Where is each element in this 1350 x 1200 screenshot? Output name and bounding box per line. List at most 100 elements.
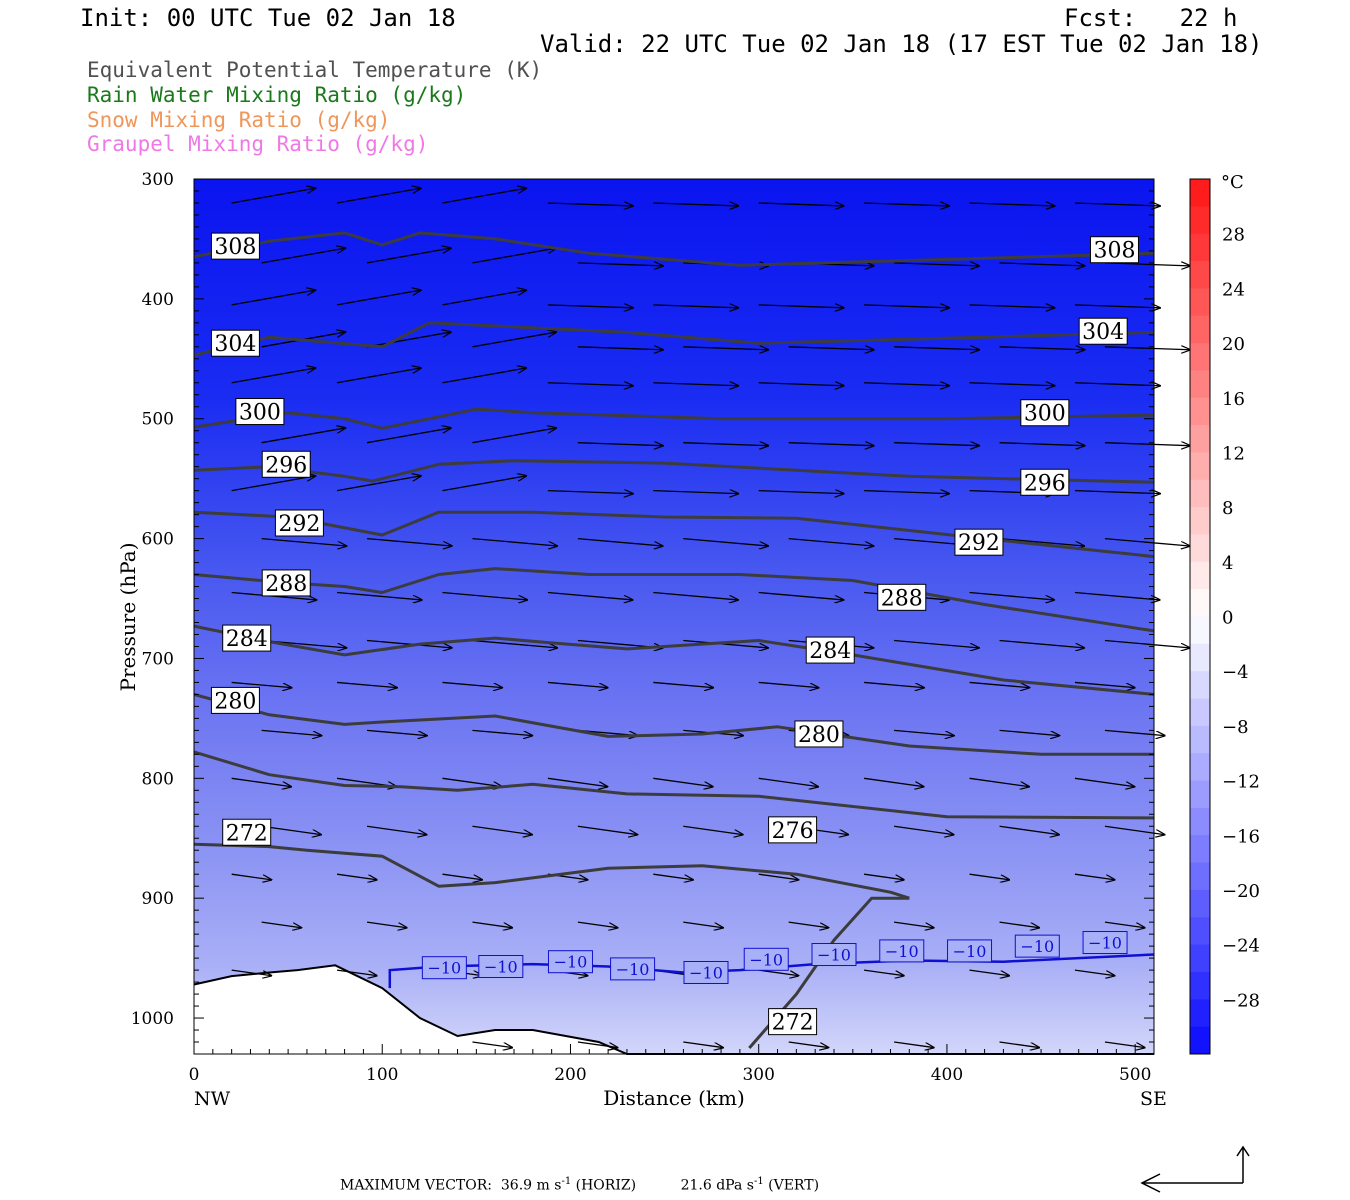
- wind-vector: [864, 305, 949, 308]
- wind-vector: [442, 476, 526, 492]
- wind-vector: [442, 873, 482, 880]
- wind-vector: [864, 203, 949, 206]
- theta-e-label: 280: [214, 689, 256, 714]
- theta-e-contour-276: [193, 750, 1155, 820]
- wind-vector: [577, 263, 663, 266]
- isotherm-label: −10: [689, 963, 723, 982]
- x-tick-label: 100: [366, 1065, 398, 1085]
- colorbar-swatch: [1190, 534, 1210, 563]
- colorbar-swatch: [1190, 425, 1210, 453]
- colorbar-swatch: [1190, 233, 1210, 262]
- colorbar-tick-label: 28: [1222, 225, 1245, 246]
- plot-background: [194, 179, 1154, 1054]
- wind-vector: [336, 290, 421, 306]
- isotherm-label: −10: [427, 959, 461, 978]
- wind-vector: [337, 681, 397, 687]
- x-axis-label: Distance (km): [603, 1086, 745, 1110]
- wind-vector: [894, 729, 954, 735]
- wind-vector: [1074, 203, 1160, 206]
- isotherm-label-box: [811, 943, 857, 967]
- colorbar-swatch: [1190, 561, 1210, 590]
- colorbar-tick-label: −16: [1222, 826, 1260, 847]
- wind-vector: [547, 681, 608, 687]
- theta-e-label-box: [805, 636, 855, 664]
- wind-vector: [864, 873, 904, 880]
- wind-vector: [894, 443, 979, 446]
- wind-vector: [577, 921, 618, 928]
- wind-vector: [1074, 681, 1135, 687]
- theta-e-label: 288: [265, 572, 307, 597]
- wind-vector: [1104, 1041, 1145, 1048]
- wind-vector: [653, 383, 738, 386]
- theta-e-label: 300: [239, 401, 281, 426]
- isotherm-label: −10: [817, 946, 851, 965]
- wind-vector: [1104, 639, 1190, 647]
- colorbar-frame: [1189, 178, 1211, 1055]
- theta-e-label: 272: [772, 1011, 814, 1036]
- wind-vector: [336, 368, 421, 384]
- theta-e-label-box: [210, 232, 260, 260]
- max-vector-note: MAXIMUM VECTOR: 36.9 m s-1 (HORIZ) 21.6 …: [340, 1176, 819, 1194]
- wind-vector: [547, 383, 633, 386]
- wind-vector: [1074, 873, 1115, 880]
- colorbar-swatch: [1190, 889, 1210, 918]
- theta-e-contour-304: [193, 321, 1155, 357]
- colorbar-swatch: [1190, 671, 1210, 700]
- y-tick-label: 700: [142, 649, 174, 669]
- wind-vector: [999, 347, 1085, 350]
- colorbar-swatch: [1190, 643, 1210, 672]
- theta-e-contour-300: [193, 407, 1155, 430]
- max-vector-vert-exp: -1: [753, 1176, 764, 1187]
- wind-vector: [788, 443, 874, 446]
- wind-vector: [894, 921, 934, 928]
- isotherm-label-box: [421, 956, 467, 980]
- wind-vector: [999, 639, 1085, 647]
- wind-vector: [261, 248, 346, 264]
- wind-vector: [999, 537, 1085, 546]
- wind-vector: [472, 332, 556, 348]
- wind-vector: [653, 491, 738, 494]
- colorbar-swatch: [1190, 479, 1210, 508]
- wind-vector: [969, 383, 1055, 386]
- wind-vector: [366, 248, 451, 264]
- wind-vector: [969, 681, 1030, 687]
- colorbar-tick-label: −12: [1222, 772, 1260, 793]
- wind-vector: [999, 921, 1040, 928]
- isotherm-label-box: [478, 955, 524, 978]
- theta-e-label: 308: [214, 235, 256, 260]
- wind-vector: [894, 263, 979, 266]
- wind-vector: [577, 1041, 618, 1048]
- wind-vector: [472, 537, 557, 546]
- wind-vector: [366, 825, 426, 834]
- colorbar-swatch: [1190, 780, 1210, 809]
- y-axis-label: Pressure (hPa): [116, 543, 140, 692]
- wind-vector: [788, 537, 874, 546]
- wind-vector: [683, 825, 742, 834]
- isotherm-label: −10: [616, 960, 650, 979]
- max-vector-vert-value: 21.6: [680, 1177, 712, 1194]
- wind-vector: [864, 383, 949, 386]
- wind-vector: [577, 537, 663, 546]
- colorbar-swatch: [1190, 698, 1210, 727]
- colorbar-swatch: [1190, 261, 1210, 289]
- colorbar-swatch: [1190, 589, 1210, 617]
- theta-e-label-box: [274, 509, 324, 537]
- wind-vector: [442, 681, 502, 687]
- wind-vector: [864, 777, 923, 786]
- colorbar-tick-label: 0: [1222, 608, 1233, 629]
- max-vector-horiz-unit: m s: [536, 1177, 562, 1194]
- theta-e-label-box: [954, 528, 1004, 556]
- legend-snow: Snow Mixing Ratio (g/kg): [87, 108, 391, 132]
- wind-vector: [758, 969, 799, 976]
- forecast-hour: Fcst: 22 h: [1064, 4, 1238, 32]
- wind-vector: [367, 729, 427, 735]
- isotherm-label: −10: [1020, 937, 1054, 956]
- wind-vector: [442, 188, 526, 204]
- wind-vector: [442, 591, 527, 600]
- wind-vector: [472, 729, 532, 735]
- theta-e-label-box: [1089, 236, 1139, 264]
- theta-e-label-box: [768, 816, 818, 844]
- max-vector-horiz-value: 36.9: [500, 1177, 533, 1194]
- y-tick-label: 800: [142, 769, 174, 789]
- y-tick-label: 1000: [131, 1009, 174, 1029]
